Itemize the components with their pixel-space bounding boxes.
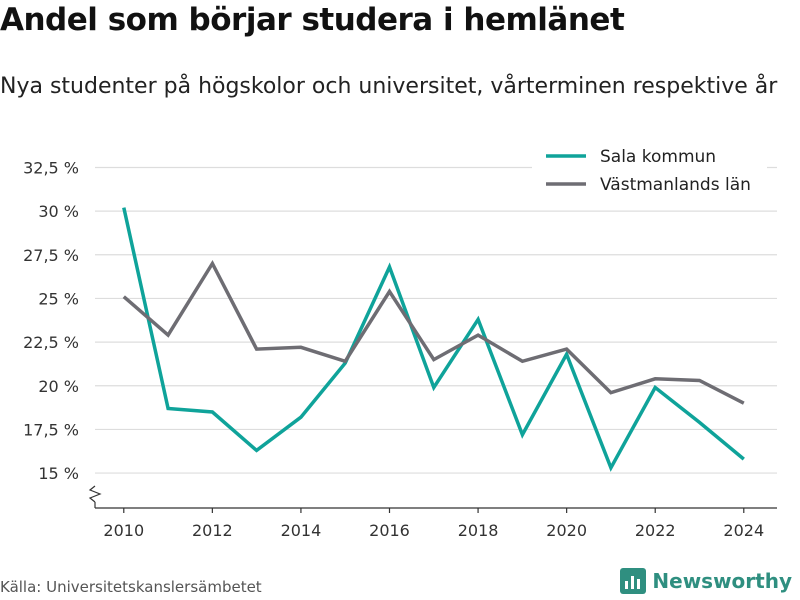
x-tick-label: 2022 — [635, 521, 676, 540]
y-tick-label: 22,5 % — [23, 333, 79, 352]
newsworthy-logo-icon — [620, 568, 647, 594]
x-tick-label: 2016 — [369, 521, 410, 540]
axes: 15 % 17,5 % 20 % 22,5 % 25 % 27,5 % 30 % 32,5 %… — [23, 158, 777, 540]
y-tick-label: 32,5 % — [23, 158, 79, 177]
x-tick-label: 2024 — [723, 521, 764, 540]
y-tick-label: 20 % — [38, 377, 79, 396]
y-tick-label: 30 % — [38, 202, 79, 221]
axis-break-marker — [88, 485, 102, 503]
legend: Sala kommun Västmanlands län — [532, 140, 767, 200]
brand-name: Newsworthy — [652, 569, 792, 593]
x-tick-label: 2012 — [192, 521, 233, 540]
x-tick-label: 2010 — [103, 521, 144, 540]
legend-label: Västmanlands län — [600, 175, 751, 195]
x-tick-label: 2018 — [458, 521, 499, 540]
chart-subtitle: Nya studenter på högskolor och universit… — [0, 74, 778, 99]
y-tick-label: 25 % — [38, 289, 79, 308]
series-line-sala-kommun — [122, 207, 745, 472]
y-tick-label: 15 % — [38, 464, 79, 483]
source-note: Källa: Universitetskanslersämbetet — [0, 578, 262, 596]
gridlines — [95, 166, 777, 474]
legend-label: Sala kommun — [600, 147, 716, 167]
y-tick-label: 27,5 % — [23, 246, 79, 265]
legend-box — [532, 140, 767, 200]
brand-logo: Newsworthy — [620, 568, 792, 594]
series-line-västmanlands-län — [122, 259, 745, 405]
y-tick-label: 17,5 % — [23, 420, 79, 439]
chart-title: Andel som börjar studera i hemlänet — [0, 2, 625, 38]
x-tick-label: 2020 — [546, 521, 587, 540]
series-lines — [122, 207, 745, 472]
x-tick-label: 2014 — [281, 521, 322, 540]
